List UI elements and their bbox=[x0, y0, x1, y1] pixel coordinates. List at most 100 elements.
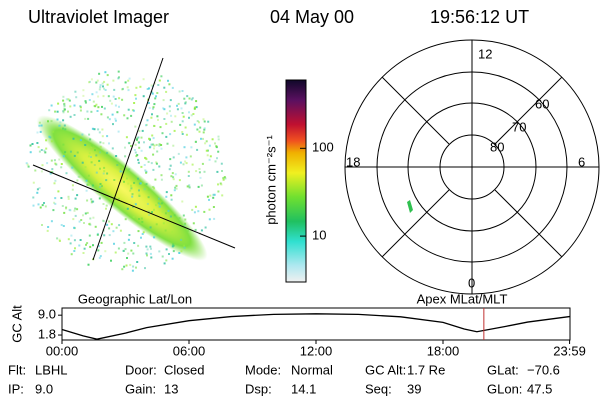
speckle bbox=[141, 220, 144, 223]
speckle bbox=[137, 158, 140, 161]
speckle bbox=[63, 104, 66, 107]
speckle bbox=[180, 107, 183, 110]
speckle bbox=[173, 129, 176, 132]
speckle bbox=[37, 146, 40, 149]
speckle bbox=[47, 120, 49, 123]
speckle bbox=[88, 223, 91, 226]
speckle bbox=[123, 114, 126, 117]
speckle bbox=[165, 191, 168, 194]
speckle bbox=[54, 197, 57, 200]
speckle bbox=[32, 204, 35, 207]
speckle bbox=[137, 161, 140, 164]
speckle bbox=[188, 184, 191, 187]
speckle bbox=[90, 156, 92, 158]
speckle bbox=[121, 170, 124, 173]
speckle bbox=[140, 165, 143, 168]
speckle bbox=[184, 160, 187, 163]
speckle bbox=[161, 132, 164, 135]
speckle bbox=[82, 94, 85, 97]
speckle bbox=[172, 176, 175, 179]
speckle bbox=[123, 180, 125, 183]
speckle bbox=[185, 133, 188, 136]
speckle bbox=[73, 114, 76, 116]
speckle bbox=[184, 126, 187, 129]
info-label: Door: bbox=[125, 362, 157, 377]
speckle bbox=[102, 220, 105, 223]
speckle bbox=[36, 142, 39, 144]
speckle bbox=[193, 106, 196, 109]
speckle bbox=[91, 93, 94, 96]
speckle bbox=[116, 164, 119, 166]
speckle bbox=[208, 208, 211, 211]
speckle bbox=[155, 204, 157, 207]
speckle bbox=[62, 99, 65, 102]
speckle bbox=[148, 213, 151, 216]
speckle bbox=[62, 225, 65, 227]
speckle bbox=[181, 200, 184, 203]
speckle bbox=[36, 131, 39, 134]
speckle bbox=[101, 128, 104, 131]
speckle bbox=[74, 214, 77, 217]
speckle bbox=[104, 250, 107, 253]
speckle bbox=[181, 133, 184, 135]
speckle bbox=[131, 193, 134, 196]
y-tick-label: 9.0 bbox=[38, 307, 56, 322]
speckle bbox=[90, 78, 93, 81]
speckle bbox=[207, 120, 210, 123]
speckle bbox=[57, 190, 60, 193]
speckle bbox=[62, 119, 65, 122]
speckle bbox=[146, 123, 148, 126]
speckle bbox=[129, 263, 132, 266]
speckle bbox=[130, 249, 133, 252]
speckle bbox=[176, 108, 179, 111]
speckle bbox=[58, 124, 61, 127]
speckle bbox=[108, 118, 111, 121]
speckle bbox=[92, 100, 95, 103]
speckle bbox=[62, 111, 65, 114]
speckle bbox=[126, 117, 129, 120]
altitude-line bbox=[61, 313, 570, 340]
speckle bbox=[119, 167, 122, 170]
speckle bbox=[148, 107, 151, 109]
speckle bbox=[138, 141, 140, 144]
speckle bbox=[151, 211, 153, 214]
speckle bbox=[123, 241, 126, 244]
speckle bbox=[131, 269, 134, 272]
speckle bbox=[73, 154, 76, 157]
speckle bbox=[52, 209, 55, 212]
speckle bbox=[134, 94, 137, 97]
title: Ultraviolet Imager bbox=[28, 7, 169, 27]
speckle bbox=[98, 131, 101, 134]
speckle bbox=[146, 248, 149, 251]
speckle bbox=[135, 155, 138, 158]
speckle bbox=[79, 105, 82, 108]
speckle bbox=[45, 147, 48, 150]
speckle bbox=[51, 168, 54, 171]
speckle bbox=[165, 248, 168, 251]
speckle bbox=[100, 113, 103, 116]
speckle bbox=[56, 110, 59, 113]
speckle bbox=[149, 226, 152, 229]
info-label: Mode: bbox=[245, 362, 281, 377]
speckle bbox=[140, 217, 143, 220]
speckle bbox=[71, 184, 74, 187]
speckle bbox=[67, 195, 70, 198]
speckle bbox=[86, 242, 89, 245]
speckle bbox=[142, 95, 145, 98]
speckle bbox=[179, 161, 182, 164]
speckle bbox=[73, 104, 76, 107]
speckle bbox=[64, 151, 67, 154]
speckle bbox=[181, 90, 184, 92]
speckle bbox=[205, 140, 208, 143]
speckle bbox=[126, 86, 129, 89]
speckle bbox=[50, 159, 53, 162]
geo-line bbox=[92, 57, 164, 261]
speckle bbox=[60, 224, 63, 226]
speckle bbox=[160, 75, 163, 78]
speckle bbox=[95, 103, 98, 106]
time: 19:56:12 UT bbox=[430, 7, 529, 27]
speckle bbox=[128, 142, 131, 145]
speckle bbox=[138, 189, 140, 192]
speckle bbox=[144, 267, 146, 270]
speckle bbox=[38, 150, 41, 153]
